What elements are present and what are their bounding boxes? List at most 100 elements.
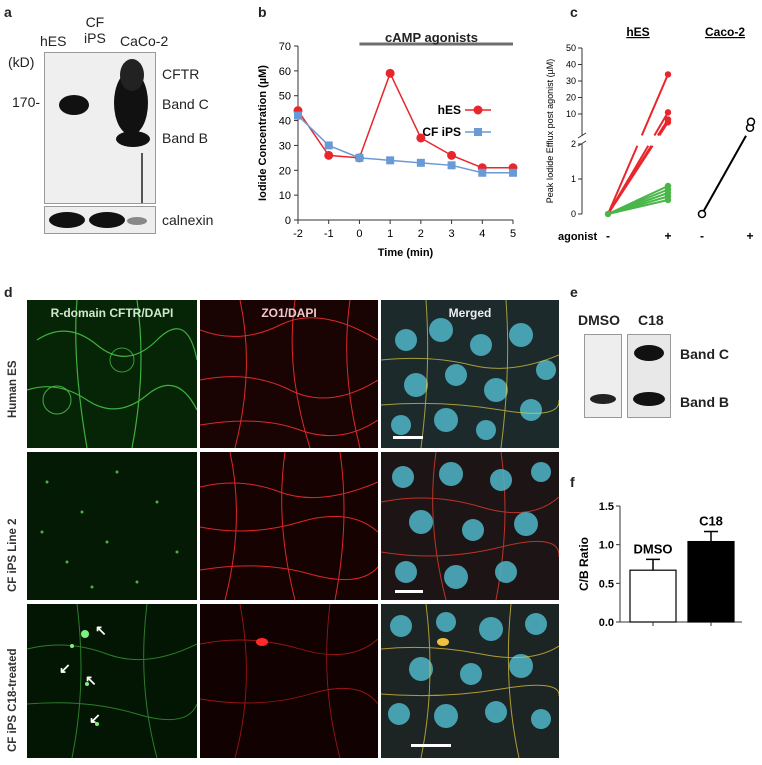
point-baseline — [604, 210, 612, 218]
lane-label-hes: hES — [40, 33, 67, 49]
point-red — [664, 71, 672, 78]
y-tick-label: 1.5 — [599, 501, 614, 513]
panel-c-letter: c — [570, 4, 578, 20]
point-cf-ips — [416, 158, 425, 167]
point-cf-ips — [386, 156, 395, 165]
legend-marker — [474, 128, 482, 136]
x-tick-minus: - — [606, 229, 610, 243]
lane-label-caco2: CaCo-2 — [120, 33, 169, 49]
legend-label: hES — [438, 103, 461, 117]
y-axis-label: Peak Iodide Efflux post agonist (µM) — [545, 59, 555, 204]
column-title-merged: Merged — [448, 306, 492, 320]
point-red — [664, 109, 672, 116]
iodide-line-chart: 0 10 20 30 40 50 60 70 -2 -1 0 1 2 3 4 5 Time (min) Iodid… — [257, 41, 518, 259]
bar-dmso — [629, 569, 677, 623]
point-green — [664, 196, 672, 204]
lane-label-c18: C18 — [638, 312, 664, 328]
blot-c18-lane — [627, 334, 671, 418]
group-title-caco2: Caco-2 — [705, 25, 745, 39]
pair-line-red — [640, 74, 669, 136]
y-tick-label: 1.0 — [599, 540, 614, 552]
point-cf-ips — [324, 141, 333, 150]
panel-b-letter: b — [258, 4, 267, 20]
calnexin-label: calnexin — [162, 212, 214, 228]
x-axis-label: Time (min) — [378, 247, 434, 259]
y-tick-label: 0.0 — [599, 617, 614, 629]
x-tick-plus: + — [746, 229, 753, 243]
x-tick-label: -1 — [324, 228, 334, 240]
band-label-band-c-e: Band C — [680, 346, 729, 362]
micro-cf-ips-line2-zo1 — [200, 452, 378, 600]
point-red — [664, 119, 672, 126]
band-label-cftr: CFTR — [162, 66, 200, 82]
micro-cf-ips-line2-cftr — [27, 452, 197, 600]
y-tick-label: 1 — [571, 174, 576, 184]
series-line-CF-iPS — [297, 115, 513, 174]
y-tick-label: 0 — [285, 215, 291, 227]
row-label-cf-ips-c18: CF iPS C18-treated — [7, 648, 19, 752]
y-tick-label: 40 — [279, 116, 291, 128]
scale-bar — [411, 744, 451, 747]
y-tick-label: 50 — [566, 43, 576, 53]
bar-label: C18 — [699, 514, 723, 529]
pair-line-green — [607, 199, 669, 215]
group-title-hes: hES — [626, 25, 649, 39]
band-label-band-b-e: Band B — [680, 394, 729, 410]
band-label-band-c: Band C — [162, 96, 209, 112]
y-tick-label: 70 — [279, 41, 291, 53]
pair-line-red — [607, 145, 639, 215]
lane-label-cf-ips: CF iPS — [84, 14, 106, 46]
y-tick-label: 10 — [566, 109, 576, 119]
micro-human-es-merged: Merged — [381, 300, 559, 448]
panel-f-letter: f — [570, 474, 575, 490]
scale-bar — [395, 590, 423, 593]
column-title-cftr: R-domain CFTR/DAPI — [50, 306, 174, 320]
y-tick-label: 20 — [279, 165, 291, 177]
scale-bar — [393, 436, 423, 439]
western-blot-a — [44, 52, 156, 204]
panel-e-letter: e — [570, 284, 578, 300]
arrow-icon: ↙ — [59, 660, 71, 676]
arrow-icon: ↖ — [85, 672, 97, 688]
y-tick-label: 50 — [279, 91, 291, 103]
y-tick-label: 0 — [571, 209, 576, 219]
row-label-cf-ips-line2: CF iPS Line 2 — [7, 518, 19, 593]
y-tick-label: 20 — [566, 93, 576, 103]
point-cf-ips — [447, 161, 456, 170]
x-tick-label: -2 — [293, 228, 303, 240]
x-tick-label: 5 — [510, 228, 516, 240]
legend-marker — [473, 105, 483, 115]
y-tick-label: 30 — [279, 140, 291, 152]
pair-line-caco2 — [701, 135, 747, 215]
arrow-icon: ↖ — [95, 622, 107, 638]
x-tick-label: 0 — [356, 228, 362, 240]
arrow-icon: ↙ — [89, 710, 101, 726]
x-tick-minus: - — [700, 229, 704, 243]
point-cf-ips — [509, 168, 517, 177]
lane-label-dmso: DMSO — [578, 312, 620, 328]
marker-170: 170- — [12, 94, 41, 110]
y-tick-label: 0.5 — [599, 578, 614, 590]
kd-unit-label: (kD) — [8, 54, 35, 70]
x-tick-label: 4 — [479, 228, 485, 240]
point-hes — [324, 150, 334, 160]
point-hes — [416, 133, 426, 143]
axis-break — [577, 132, 587, 139]
bar-c18 — [687, 540, 735, 623]
pair-line-red — [653, 111, 669, 136]
y-axis-label: Iodide Concentration (µM) — [257, 65, 269, 201]
band-label-band-b: Band B — [162, 130, 208, 146]
x-tick-label: 1 — [387, 228, 393, 240]
pair-line-red — [607, 145, 654, 215]
blot-bands-a — [59, 59, 150, 203]
y-axis-label: C/B Ratio — [577, 537, 591, 591]
calnexin-blot — [44, 206, 156, 234]
micro-human-es-cftr: R-domain CFTR/DAPI — [27, 300, 197, 448]
row-label-human-es: Human ES — [7, 360, 19, 418]
peak-efflux-chart: 0 1 2 10 20 30 40 50 Peak Iodide Efflux post ago… — [545, 25, 756, 243]
x-tick-plus: + — [664, 229, 671, 243]
point-hes — [385, 68, 395, 78]
y-tick-label: 30 — [566, 76, 576, 86]
bar-label: DMSO — [634, 541, 673, 556]
blot-dmso-lane — [584, 334, 622, 418]
